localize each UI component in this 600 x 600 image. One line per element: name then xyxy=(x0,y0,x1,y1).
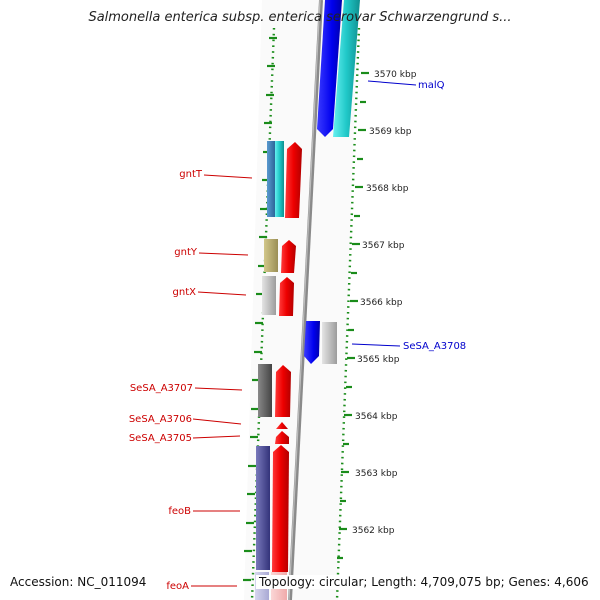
gene-arrow-feoB[interactable] xyxy=(272,445,289,572)
accession-text: Accession: NC_011094 xyxy=(7,575,150,589)
left-dotted-track xyxy=(250,27,276,600)
scale-label-3566: 3566 kbp xyxy=(360,298,403,308)
leader-malQ xyxy=(367,80,417,86)
gene-label-feoB[interactable]: feoB xyxy=(168,506,191,517)
leader-SeSA_A3706 xyxy=(192,418,242,425)
gene-block-gray-mid[interactable] xyxy=(322,322,337,364)
gene-block-blue-top[interactable] xyxy=(317,0,342,137)
gene-block-purple[interactable] xyxy=(256,446,270,570)
scale-label-3563: 3563 kbp xyxy=(355,469,398,479)
gene-block-steelblue[interactable] xyxy=(267,141,275,217)
genome-title: Salmonella enterica subsp. enterica sero… xyxy=(88,10,512,25)
gene-block-lightgray[interactable] xyxy=(262,276,276,315)
gene-label-gntX[interactable]: gntX xyxy=(173,287,197,298)
leader-SeSA_A3705 xyxy=(192,435,241,439)
scale-label-3568: 3568 kbp xyxy=(366,184,409,194)
right-tick-marks xyxy=(337,71,369,560)
leader-gntX xyxy=(197,291,247,296)
gene-block-blue-mid[interactable] xyxy=(304,321,320,364)
gene-label-SeSA_A3706[interactable]: SeSA_A3706 xyxy=(129,414,192,425)
genome-backbone xyxy=(288,0,323,600)
gene-block-olive[interactable] xyxy=(264,239,278,272)
gene-label-SeSA_A3708[interactable]: SeSA_A3708 xyxy=(403,341,466,352)
gene-arrow-gntX[interactable] xyxy=(279,277,294,316)
gene-label-feoA[interactable]: feoA xyxy=(166,581,189,592)
gene-label-malQ[interactable]: malQ xyxy=(418,80,445,91)
leader-SeSA_A3708 xyxy=(351,343,401,347)
gene-arrow-SeSA_A3707[interactable] xyxy=(275,365,291,417)
gene-block-cyan-top[interactable] xyxy=(333,0,360,137)
gene-label-SeSA_A3707[interactable]: SeSA_A3707 xyxy=(130,383,193,394)
gene-arrow-SeSA_A3705[interactable] xyxy=(275,431,289,444)
scale-label-3562: 3562 kbp xyxy=(352,526,395,536)
gene-label-gntT[interactable]: gntT xyxy=(179,169,203,180)
scale-label-3569: 3569 kbp xyxy=(369,127,412,137)
leader-gntY xyxy=(198,252,249,256)
gene-block-cyan-left[interactable] xyxy=(275,141,284,217)
gene-block-darkgray[interactable] xyxy=(258,364,272,417)
topology-text: Topology: circular; Length: 4,709,075 bp… xyxy=(256,575,592,589)
right-dotted-track xyxy=(335,27,361,600)
gene-arrow-gntY[interactable] xyxy=(281,240,296,273)
gene-arrow-SeSA_A3706[interactable] xyxy=(276,422,288,429)
scale-label-3567: 3567 kbp xyxy=(362,241,405,251)
scale-label-3570: 3570 kbp xyxy=(374,70,417,80)
gene-label-gntY[interactable]: gntY xyxy=(174,247,198,258)
scale-label-3565: 3565 kbp xyxy=(357,355,400,365)
genome-backbone-highlight xyxy=(288,0,321,600)
leader-gntT xyxy=(203,174,253,179)
leader-SeSA_A3707 xyxy=(194,387,243,391)
gene-arrow-gntT[interactable] xyxy=(285,142,302,218)
gene-label-SeSA_A3705[interactable]: SeSA_A3705 xyxy=(129,433,192,444)
scale-label-3564: 3564 kbp xyxy=(355,412,398,422)
